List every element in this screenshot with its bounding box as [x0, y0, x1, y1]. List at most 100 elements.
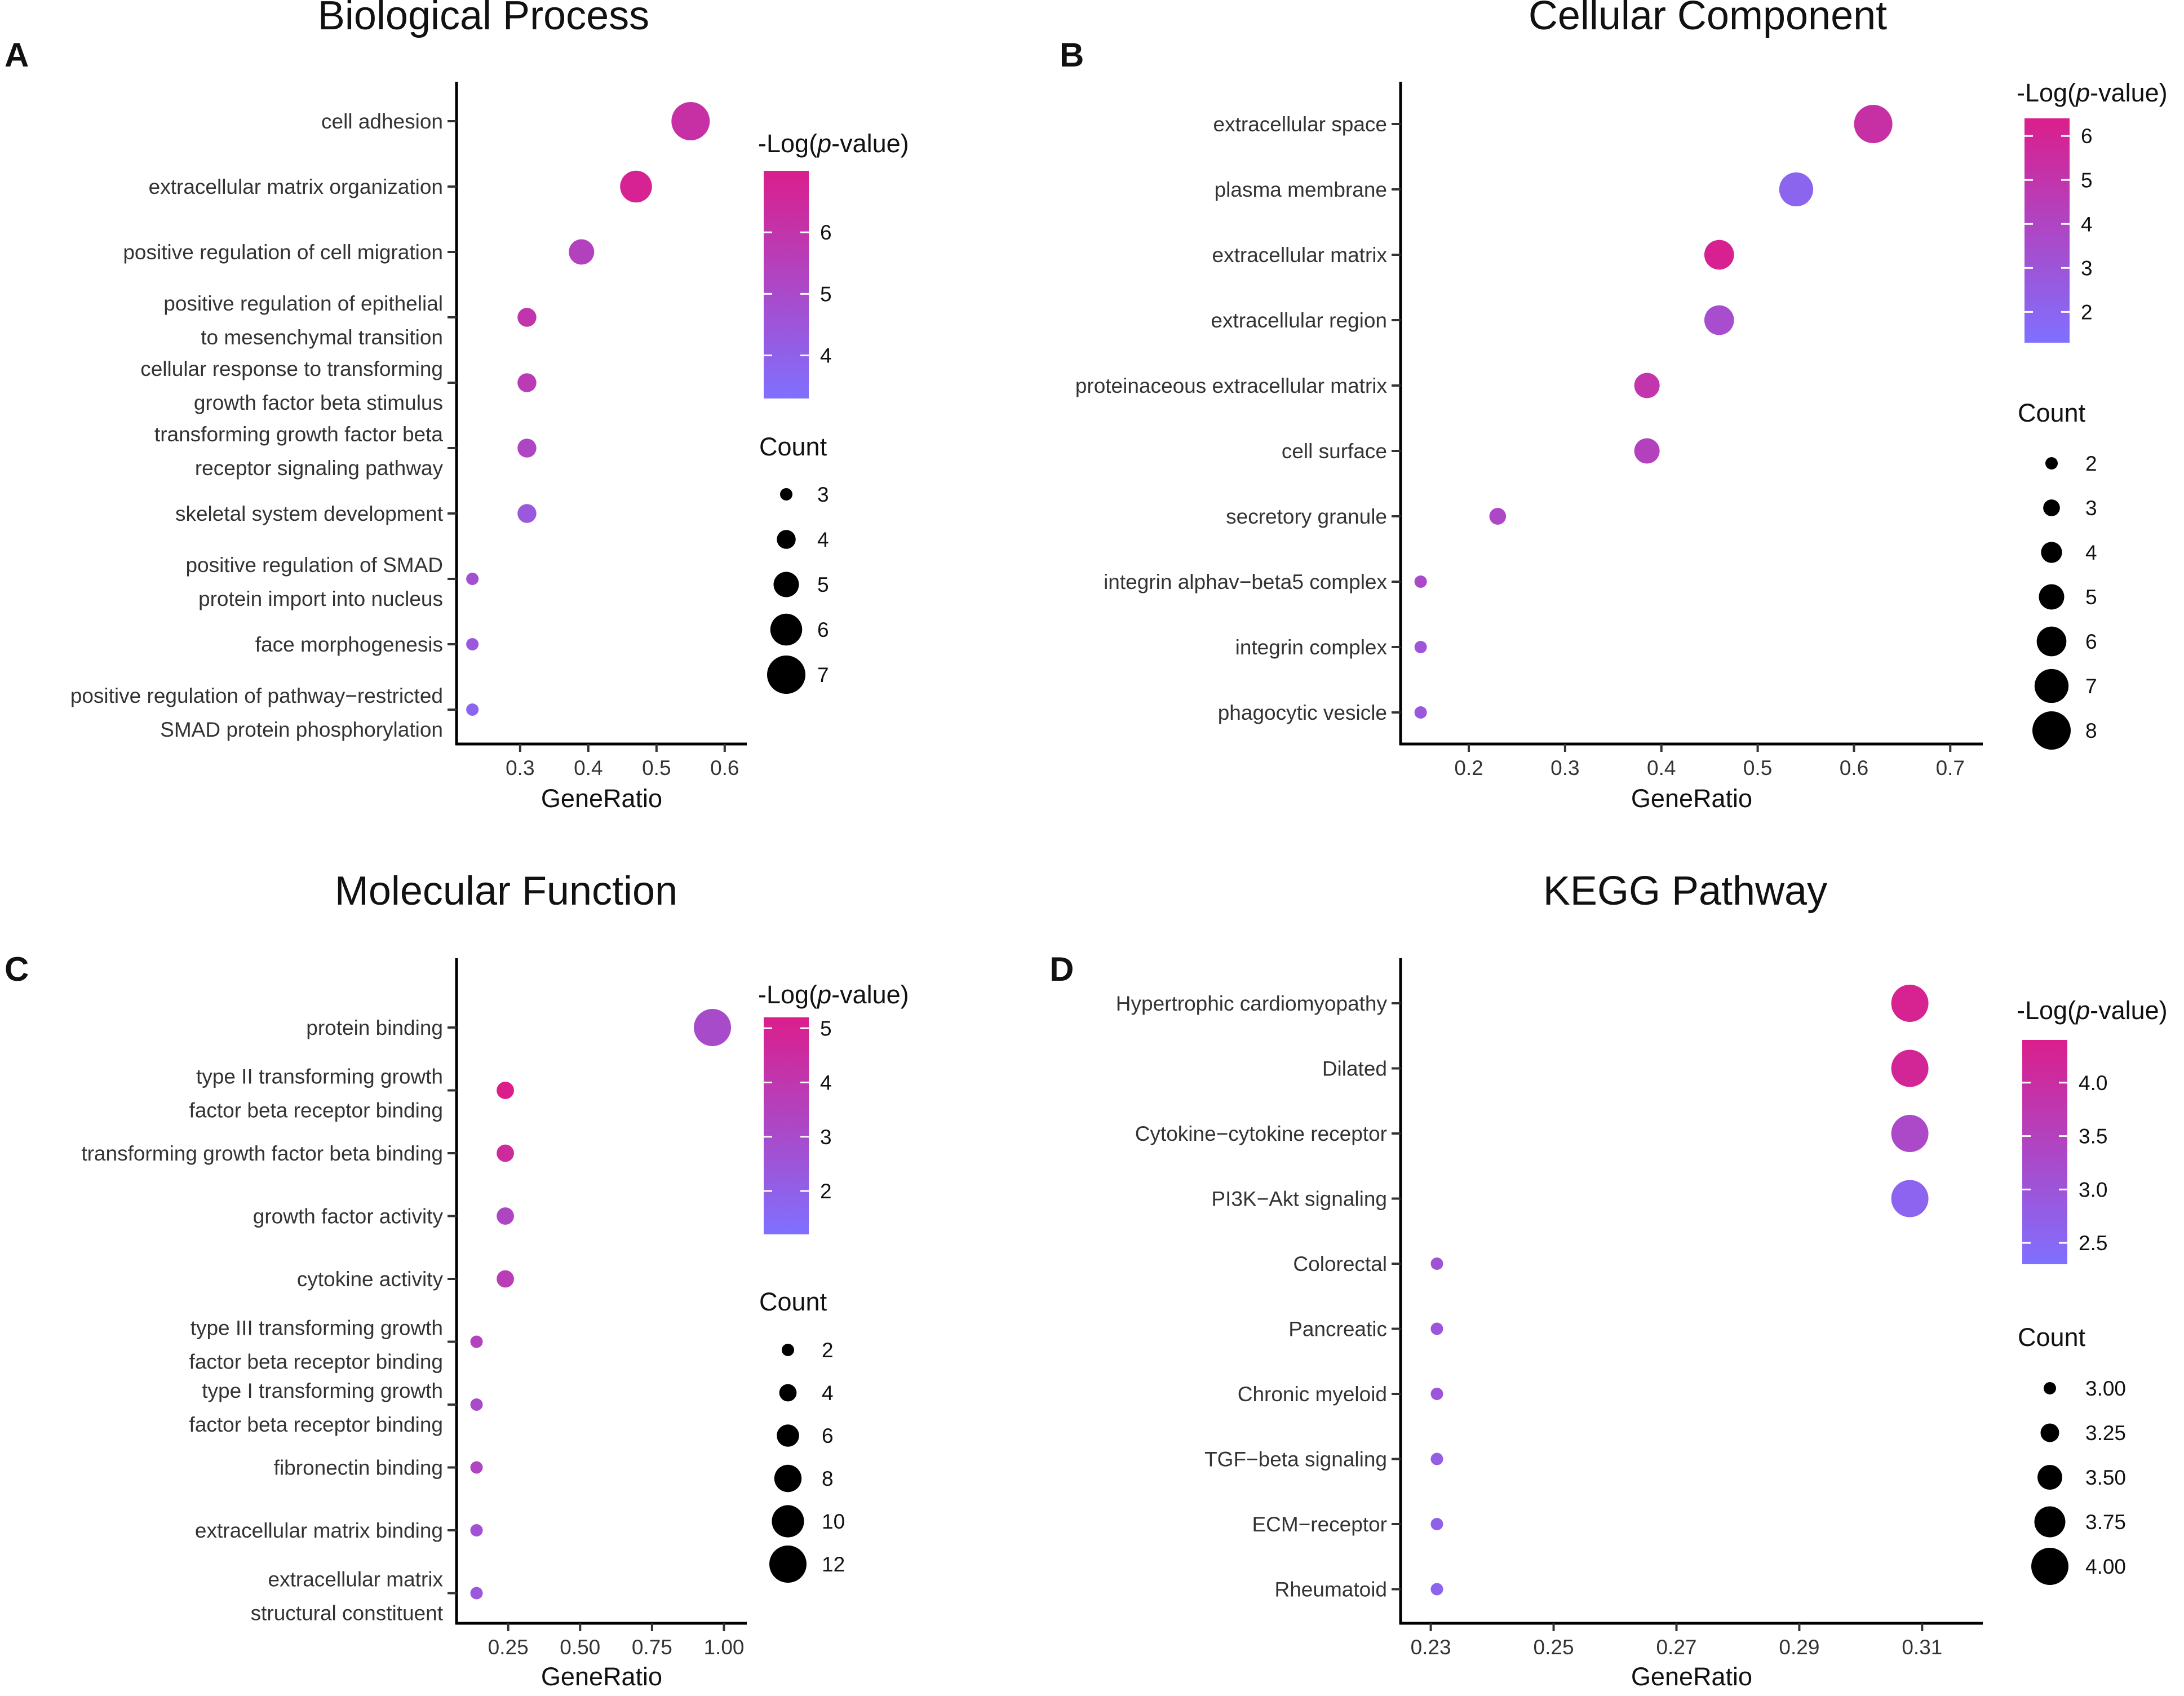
y-category-label: type III transforming growth factor beta …	[189, 1317, 443, 1374]
y-category-label: positive regulation of cell migration	[123, 241, 443, 264]
y-category-label-line: Rheumatoid	[1274, 1578, 1387, 1601]
data-point	[466, 703, 479, 716]
color-legend-title-end: -value)	[831, 129, 909, 158]
color-legend-bar	[2022, 1040, 2067, 1264]
y-category-label-line: protein import into nucleus	[198, 587, 443, 610]
chart-title: KEGG Pathway	[1543, 869, 1827, 914]
size-legend-dot	[777, 530, 796, 549]
color-legend-title-start: -Log(	[2017, 996, 2076, 1025]
x-tick-label: 0.31	[1902, 1636, 1942, 1659]
size-legend-label: 6	[822, 1424, 834, 1447]
chart-title: Molecular Function	[335, 869, 677, 914]
panel-letter: D	[1049, 950, 1074, 988]
y-category-label: ECM−receptor	[1252, 1513, 1387, 1536]
data-point	[517, 373, 537, 392]
color-legend-title: -Log(p-value)	[758, 129, 909, 158]
color-legend-title-italic: p	[2075, 78, 2090, 107]
size-legend-label: 4	[822, 1381, 834, 1405]
y-category-label: Colorectal	[1293, 1252, 1387, 1276]
y-category-label: cell adhesion	[321, 110, 443, 133]
y-category-label: positive regulation of SMAD protein impor…	[185, 553, 443, 610]
size-legend-title: Count	[759, 432, 827, 461]
y-category-label: extracellular region	[1211, 309, 1387, 332]
y-category-label-line: Colorectal	[1293, 1252, 1387, 1276]
y-category-label-line: fibronectin binding	[274, 1456, 443, 1480]
y-category-label: growth factor activity	[253, 1205, 444, 1228]
data-point	[470, 1461, 483, 1474]
data-point	[1430, 1583, 1443, 1596]
panel-c: Molecular Function C 0.25 0.50 0.75 1.00 GeneR…	[5, 869, 909, 1691]
color-legend-tick-label: 4	[820, 344, 832, 367]
color-legend-title-italic: p	[816, 980, 831, 1009]
data-point	[1704, 305, 1734, 335]
color-legend-tick-label: 3.5	[2079, 1125, 2107, 1148]
data-point	[1704, 240, 1734, 270]
data-point	[1854, 105, 1893, 143]
y-category-label-line: growth factor activity	[253, 1205, 444, 1228]
x-tick-label: 0.3	[1550, 756, 1579, 780]
y-category-label-line: extracellular region	[1211, 309, 1387, 332]
size-legend-dot	[769, 1546, 807, 1583]
size-legend-label: 3.75	[2085, 1511, 2126, 1534]
y-category-label-line: skeletal system development	[175, 502, 444, 525]
size-legend-label: 3	[817, 483, 829, 506]
color-legend-tick-label: 3	[820, 1126, 832, 1149]
y-category-label: phagocytic vesicle	[1218, 701, 1387, 724]
data-point	[671, 102, 710, 140]
y-category-label-line: cell surface	[1282, 440, 1387, 463]
x-tick-label: 0.25	[488, 1636, 529, 1659]
y-category-label-line: receptor signaling pathway	[195, 457, 444, 480]
y-category-label: positive regulation of epithelial to mese…	[163, 292, 443, 349]
color-legend-title-end: -value)	[2090, 996, 2168, 1025]
color-legend-title-end: -value)	[2090, 78, 2168, 107]
size-legend-dot	[779, 1384, 797, 1402]
y-category-label-line: integrin complex	[1235, 636, 1388, 659]
data-point	[1430, 1453, 1443, 1465]
x-axis-label: GeneRatio	[1631, 1662, 1752, 1691]
color-legend-bar	[764, 171, 809, 398]
data-point	[1891, 1050, 1929, 1087]
y-category-label-line: type III transforming growth	[191, 1317, 443, 1340]
chart-title: Cellular Component	[1529, 0, 1887, 38]
y-category-label-line: phagocytic vesicle	[1218, 701, 1387, 724]
y-category-label-line: integrin alphav−beta5 complex	[1104, 570, 1387, 594]
x-axis-label: GeneRatio	[541, 784, 662, 813]
color-legend-tick-label: 4	[820, 1071, 832, 1095]
size-legend-dot	[2039, 584, 2065, 610]
y-category-label: cytokine activity	[297, 1268, 444, 1291]
size-legend-dot	[770, 613, 803, 646]
y-category-label-line: SMAD protein phosphorylation	[160, 718, 443, 741]
chart-title: Biological Process	[318, 0, 649, 38]
y-category-label: extracellular matrix	[1212, 243, 1388, 267]
y-category-label-line: type I transforming growth	[202, 1379, 443, 1402]
data-point	[1489, 508, 1507, 525]
color-legend-title-italic: p	[2075, 996, 2090, 1025]
data-point	[517, 308, 537, 327]
size-legend-label: 2	[822, 1339, 834, 1362]
data-point	[1414, 641, 1427, 653]
size-legend-dot	[780, 488, 792, 501]
x-tick-label: 0.5	[642, 756, 671, 780]
y-category-label-line: proteinaceous extracellular matrix	[1075, 374, 1388, 397]
y-category-label-line: transforming growth factor beta	[154, 423, 443, 446]
y-category-label-line: type II transforming growth	[196, 1065, 443, 1088]
y-category-label-line: cell adhesion	[321, 110, 443, 133]
x-tick-label: 0.7	[1936, 756, 1965, 780]
data-point	[1891, 985, 1929, 1022]
size-legend-title: Count	[2018, 1323, 2086, 1352]
y-category-label-line: positive regulation of pathway−restricte…	[70, 684, 443, 707]
data-point	[497, 1270, 514, 1288]
x-tick-label: 0.50	[560, 1636, 600, 1659]
data-point	[470, 1587, 483, 1600]
x-tick-label: 0.4	[574, 756, 603, 780]
size-legend-dot	[2041, 542, 2062, 563]
y-category-label-line: PI3K−Akt signaling	[1211, 1188, 1387, 1211]
data-point	[694, 1009, 732, 1046]
size-legend-label: 8	[822, 1467, 834, 1490]
x-tick-label: 0.27	[1656, 1636, 1696, 1659]
data-point	[1430, 1518, 1443, 1530]
data-point	[1779, 172, 1814, 207]
y-category-label: extracellular matrix organization	[149, 175, 443, 198]
size-legend-dot	[2031, 1548, 2068, 1585]
